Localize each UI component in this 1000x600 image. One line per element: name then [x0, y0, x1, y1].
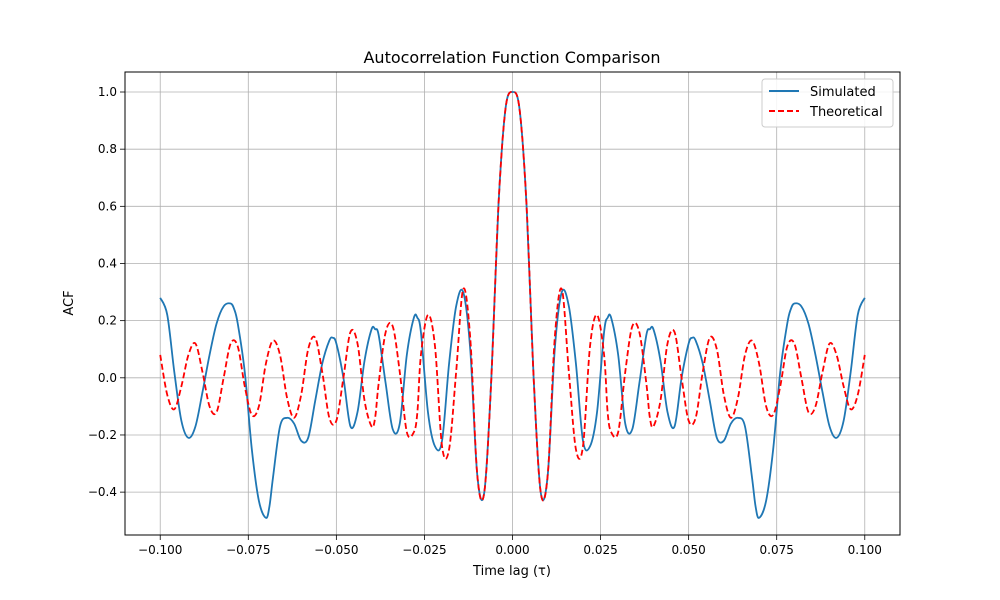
plot-area	[159, 91, 866, 519]
y-tick-label: −0.2	[88, 428, 117, 442]
x-axis-ticks: −0.100 −0.075 −0.050 −0.025 0.000 0.025 0.050 0…	[138, 535, 882, 557]
legend: Simulated Theoretical	[761, 78, 894, 128]
x-tick-label: −0.025	[402, 543, 446, 557]
y-tick-label: 0.0	[98, 371, 117, 385]
x-tick-label: −0.100	[138, 543, 182, 557]
y-tick-label: 0.6	[98, 199, 117, 213]
chart-title: Autocorrelation Function Comparison	[363, 48, 660, 67]
legend-label-theoretical: Theoretical	[809, 105, 883, 120]
y-tick-label: 0.2	[98, 314, 117, 328]
x-tick-label: 0.100	[848, 543, 882, 557]
legend-label-simulated: Simulated	[810, 85, 876, 100]
x-tick-label: 0.075	[760, 543, 794, 557]
series-line-theoretical	[159, 91, 866, 502]
y-tick-label: −0.4	[88, 485, 117, 499]
y-axis-label: ACF	[62, 290, 77, 315]
grid-lines	[125, 72, 900, 535]
y-axis-ticks: −0.4 −0.2 0.0 0.2 0.4 0.6 0.8 1.0	[88, 85, 125, 499]
x-tick-label: 0.000	[495, 543, 529, 557]
y-tick-label: 0.4	[98, 256, 117, 270]
x-tick-label: −0.050	[314, 543, 358, 557]
x-tick-label: −0.075	[226, 543, 270, 557]
x-tick-label: 0.050	[671, 543, 705, 557]
x-axis-label: Time lag (τ)	[472, 564, 551, 579]
y-tick-label: 0.8	[98, 142, 117, 156]
y-tick-label: 1.0	[98, 85, 117, 99]
x-tick-label: 0.025	[583, 543, 617, 557]
